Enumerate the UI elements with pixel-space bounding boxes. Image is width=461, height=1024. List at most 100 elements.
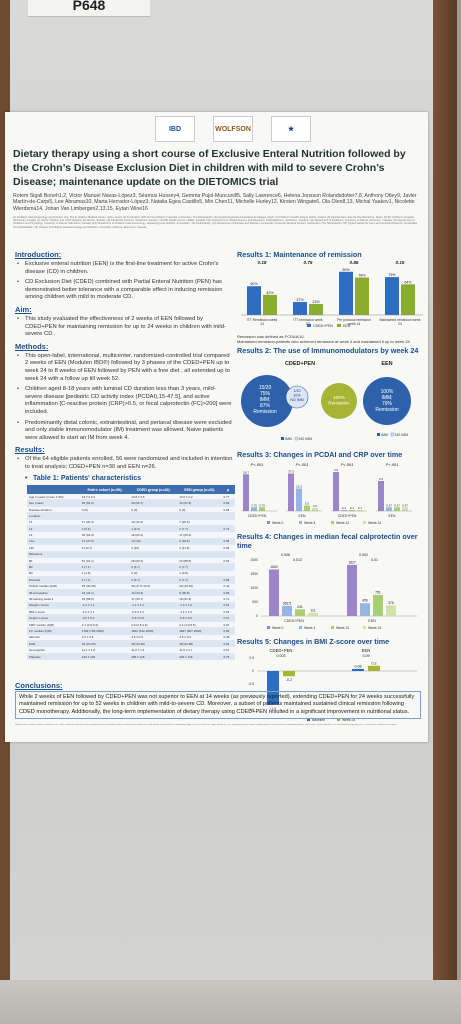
table-row: Hemoglobin 11.1 ± 1.6 11.2 ± 1.5 11.0 ± 1.7… (27, 646, 235, 654)
y-tick-label: 1000 (250, 586, 258, 590)
table-cell: 2 (7.7) (177, 576, 222, 584)
category-label: 14 (260, 322, 264, 326)
bar-value-label: 42% (266, 291, 274, 295)
legend-swatch-no-imm-een (390, 432, 395, 437)
table-cell: 17 (30.4) (79, 519, 130, 527)
table-cell (177, 512, 222, 520)
table-cell: 1662 (612-2500) (129, 627, 178, 635)
een-imm-text: 79% (382, 401, 393, 407)
methods-bullet: This open-label, international, multicen… (17, 353, 233, 383)
legend-label: CDED+PEN (313, 324, 333, 328)
cded-imm-text: 87% (260, 403, 271, 409)
table-cell: 19 (63.3) (129, 531, 178, 539)
conclusions-heading: Conclusions: (15, 681, 63, 690)
p-value-label: 0.01 (371, 558, 378, 562)
p-value-label: 0.75 (304, 260, 313, 265)
table-row: Location (27, 512, 235, 520)
table-cell: 0.71 (221, 595, 235, 603)
een-label: EEN (381, 361, 392, 367)
een-imm-text: Remission (375, 407, 399, 413)
table-cell: Age in years (mean ± SD) (27, 494, 80, 501)
table-cell: 21 (37.5) (79, 538, 130, 546)
table-row: L4a 21 (37.5) 12 (40) 9 (34.6) 0.68 (27, 538, 235, 546)
p-value-label: 0.15 (396, 260, 405, 265)
table-cell: -0.6 ± 0.9 (79, 614, 130, 622)
week-bar (394, 507, 400, 511)
table-cell: Weight z-score (27, 602, 80, 610)
table-cell: Albumin (27, 634, 80, 642)
methods-bullet: Children aged 8-18 years with luminal CD… (17, 386, 233, 416)
legend-swatch (331, 626, 334, 629)
table-header-cell: Entire cohort (n=56) (79, 485, 130, 495)
cded-remission-text: 100% (333, 395, 345, 400)
cded-imm-text: 15/20 (259, 385, 272, 391)
week-bar (288, 473, 294, 511)
table-cell: 10 (33.3) (129, 589, 178, 597)
bar-value-label: -0.2 (286, 678, 292, 682)
bar-value-label: 111 (310, 608, 315, 612)
y-tick-label: -1 (251, 695, 254, 699)
week-bar (402, 507, 408, 511)
table-cell: 11.2 ± 1.5 (129, 646, 178, 654)
table-cell: Behaviour (27, 551, 80, 559)
table-cell: 0.61 (221, 621, 235, 629)
bar-value-label: 22.5 (296, 485, 302, 489)
bar-value-label: 0.1 (358, 506, 363, 510)
week-bar (296, 488, 302, 511)
bmi-bar (283, 671, 295, 677)
legend-label: Week 24 (368, 521, 381, 525)
bar-value-label: 27% (296, 298, 304, 302)
group-label: EEN (299, 514, 307, 518)
p-value-label: 0.002 (359, 553, 368, 557)
category-label: ITT remission week (293, 318, 323, 322)
legend-label: IMM (381, 433, 388, 437)
maintained-remission-note: Maintained remission-patients who achiev… (237, 339, 410, 344)
references: References: Levine A, Wine E, Assa A, et… (15, 724, 398, 726)
een-imm-text: IMM; (381, 395, 392, 401)
table-row: BMI z-score -1.0 ± 1.1 -0.9 ± 1.2 -1.1 ± 1.… (27, 608, 235, 616)
een-imm-text: 100% (381, 389, 394, 395)
table-row: Albumin 3.6 ± 0.5 3.6 ± 0.5 3.5 ± 0.5 0.48 (27, 634, 235, 642)
bar-value-label: 0.1 (350, 506, 355, 510)
table-cell: 3.6 ± 0.5 (129, 634, 178, 642)
week-bar (349, 510, 355, 511)
table-cell: 0.69 (221, 499, 235, 507)
table-cell: 0.84 (221, 589, 235, 597)
table-caption: Table 1: Patients' characteristics (25, 475, 233, 483)
author-list: Rotem Sigall Boneh1,2, Victor Manuel Nav… (13, 193, 417, 212)
remission-note: Remission was defined as PCDAI≤10. (237, 334, 305, 339)
table-cell: 18 (32.1) (79, 589, 130, 597)
table-cell: 35 (20-52) (129, 640, 178, 648)
table-cell: 0.84 (221, 506, 235, 514)
bar-value-label: 64% (404, 280, 412, 284)
table-cell: 0 (0) (129, 570, 178, 578)
legend-swatch-een (337, 324, 341, 327)
table-cell: 36 (64.3) (79, 499, 130, 507)
table-cell: -1.3 ± 1.0 (177, 602, 222, 610)
results-heading: Results: (15, 445, 45, 455)
table-cell: PCDAI median (IQR) (27, 583, 80, 590)
table-body: Age in years (mean ± SD) 13.7 ± 2.4 13.8 ±… (27, 494, 235, 661)
legend-label: EEN (343, 324, 351, 328)
results-bullet: Of the 64 eligible patients enrolled, 56… (17, 456, 233, 471)
p-value-label: P<.001 (251, 462, 264, 467)
table-cell: Sex (male) (27, 499, 80, 507)
table-cell (221, 512, 235, 520)
poster-title: Dietary therapy using a short course of … (13, 148, 406, 188)
legend-swatch-no-imm (294, 436, 299, 441)
group-label: CDED+PEN (284, 619, 304, 623)
table-row: ESR 36 (21-55) 35 (20-52) 38 (22-58) 0.66 (27, 640, 235, 648)
table-cell: 17 (65.4) (177, 531, 222, 539)
table-row: Disease duration 0 (0) 0 (0) 0 (0) 0.84 (27, 506, 235, 514)
results2-heading: Results 2: The use of Immunomodulators b… (237, 346, 419, 355)
een-bar (263, 294, 277, 315)
table-cell: 0.85 (221, 544, 235, 552)
intro-bullet: Exclusive enteral nutrition (EEN) is the… (17, 261, 233, 276)
table-cell: 0 (0) (177, 506, 222, 514)
table-cell: 0 (0) (79, 506, 130, 514)
week-bar (312, 508, 318, 511)
table-cell: 0.66 (221, 640, 235, 648)
bar-value-label: 1662 (270, 565, 278, 569)
table-cell: 3 (11.5) (177, 544, 222, 552)
week-bar (251, 507, 257, 511)
